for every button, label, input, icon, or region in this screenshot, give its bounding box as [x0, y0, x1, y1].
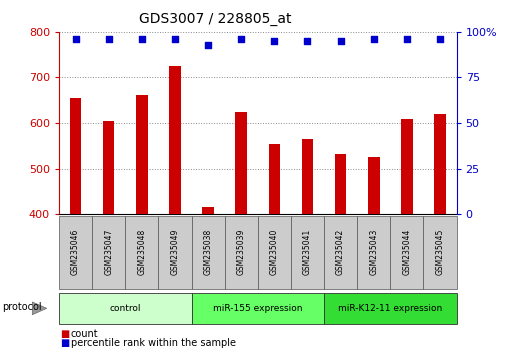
Text: GSM235040: GSM235040 [270, 229, 279, 275]
Point [105, 36, 113, 42]
Text: percentile rank within the sample: percentile rank within the sample [71, 338, 236, 348]
Text: miR-K12-11 expression: miR-K12-11 expression [338, 304, 442, 313]
Bar [70, 98, 82, 214]
Point [370, 36, 378, 42]
Text: GSM235039: GSM235039 [236, 229, 246, 275]
Point [436, 36, 444, 42]
Text: GSM235046: GSM235046 [71, 229, 80, 275]
Text: GSM235048: GSM235048 [137, 229, 146, 275]
Point [237, 36, 245, 42]
Bar [136, 95, 148, 214]
Text: miR-155 expression: miR-155 expression [213, 304, 303, 313]
Text: GSM235044: GSM235044 [402, 229, 411, 275]
Bar [434, 114, 446, 214]
Bar [335, 154, 346, 214]
Text: GSM235043: GSM235043 [369, 229, 378, 275]
Text: ■: ■ [60, 329, 69, 339]
Bar [401, 119, 412, 214]
Bar [368, 157, 380, 214]
Point [337, 38, 345, 44]
Point [303, 38, 311, 44]
Text: GSM235038: GSM235038 [204, 229, 212, 275]
Text: protocol: protocol [3, 302, 42, 312]
Point [71, 36, 80, 42]
Bar [202, 207, 214, 214]
Point [137, 36, 146, 42]
Point [270, 38, 279, 44]
Text: control: control [109, 304, 141, 313]
Text: count: count [71, 329, 98, 339]
Text: GSM235041: GSM235041 [303, 229, 312, 275]
Bar [268, 143, 280, 214]
Text: GSM235049: GSM235049 [170, 229, 180, 275]
Text: GDS3007 / 228805_at: GDS3007 / 228805_at [139, 12, 292, 27]
Text: GSM235042: GSM235042 [336, 229, 345, 275]
Point [403, 36, 411, 42]
Point [204, 42, 212, 47]
Text: GSM235045: GSM235045 [436, 229, 444, 275]
Point [171, 36, 179, 42]
Bar [302, 138, 313, 214]
Bar [169, 65, 181, 214]
Text: ■: ■ [60, 338, 69, 348]
Text: GSM235047: GSM235047 [104, 229, 113, 275]
Bar [235, 112, 247, 214]
Bar [103, 121, 114, 214]
